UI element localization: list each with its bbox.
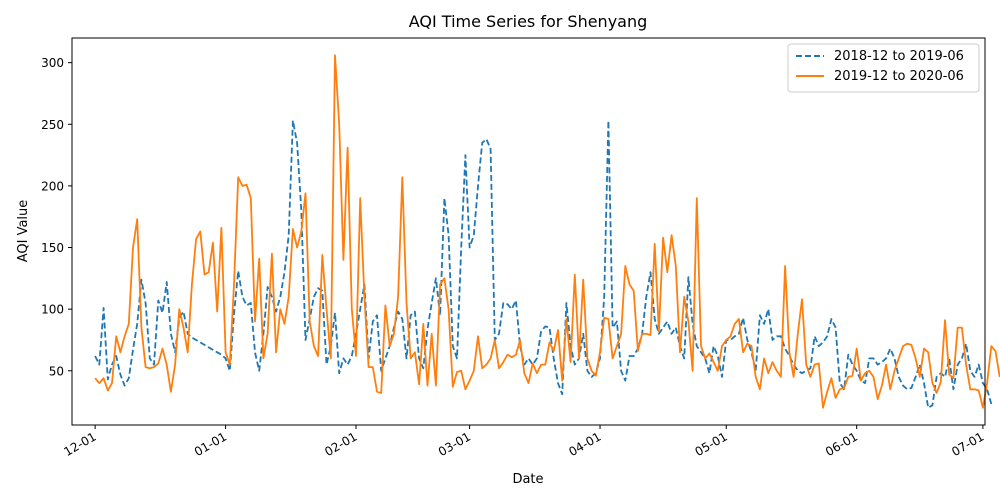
y-tick-label: 150 xyxy=(41,241,64,255)
y-tick-label: 200 xyxy=(41,179,64,193)
series-line-2 xyxy=(94,54,1000,409)
y-axis-label: AQI Value xyxy=(16,200,31,263)
plot-area-frame xyxy=(71,37,986,426)
legend-label-series-2: 2019-12 to 2020-06 xyxy=(834,69,964,84)
series-line-1 xyxy=(94,119,993,409)
x-axis-label: Date xyxy=(512,472,543,487)
y-tick-label: 100 xyxy=(41,303,64,317)
y-tick-label: 300 xyxy=(41,56,64,70)
chart-title: AQI Time Series for Shenyang xyxy=(409,12,648,31)
y-tick-label: 250 xyxy=(41,118,64,132)
y-tick-label: 50 xyxy=(49,364,64,378)
legend: 2018-12 to 2019-06 2019-12 to 2020-06 xyxy=(787,43,980,93)
series-layer xyxy=(94,54,1000,409)
legend-label-series-1: 2018-12 to 2019-06 xyxy=(834,49,964,64)
legend-box xyxy=(787,43,980,93)
